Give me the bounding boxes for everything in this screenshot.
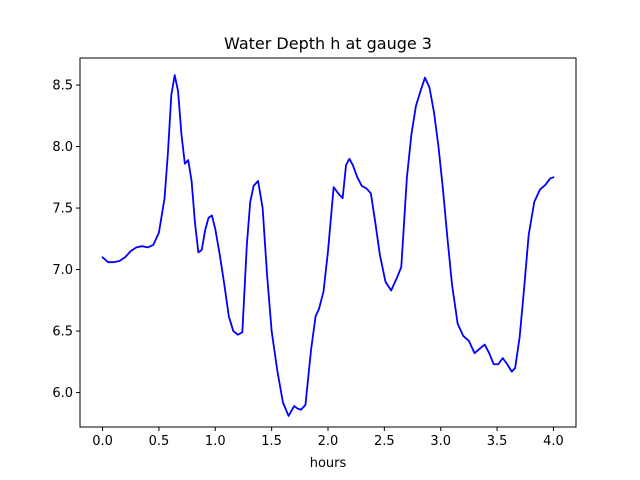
y-tick-label: 6.5 (52, 325, 73, 340)
x-tick-label: 3.0 (430, 434, 451, 449)
chart-title: Water Depth h at gauge 3 (224, 34, 432, 53)
x-tick-label: 0.0 (92, 434, 113, 449)
x-axis: 0.0 0.5 1.0 1.5 2.0 2.5 3.0 3.5 4.0 (92, 427, 564, 449)
x-tick-label: 1.0 (205, 434, 226, 449)
x-tick-label: 2.5 (374, 434, 395, 449)
x-tick-label: 1.5 (261, 434, 282, 449)
y-tick-label: 7.5 (52, 202, 73, 217)
x-tick-label: 0.5 (149, 434, 170, 449)
x-tick-label: 3.5 (487, 434, 508, 449)
plot-area (101, 74, 555, 417)
y-tick-label: 8.0 (52, 140, 73, 155)
series-line-0 (101, 74, 555, 417)
y-axis: 6.0 6.5 7.0 7.5 8.0 8.5 (52, 79, 80, 401)
x-tick-label: 4.0 (543, 434, 564, 449)
x-tick-label: 2.0 (318, 434, 339, 449)
y-tick-label: 6.0 (52, 386, 73, 401)
y-tick-label: 8.5 (52, 79, 73, 94)
x-axis-label: hours (310, 456, 347, 471)
y-tick-label: 7.0 (52, 263, 73, 278)
